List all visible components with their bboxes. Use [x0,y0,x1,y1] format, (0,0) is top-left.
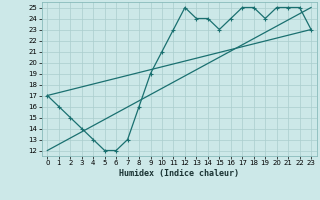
X-axis label: Humidex (Indice chaleur): Humidex (Indice chaleur) [119,169,239,178]
